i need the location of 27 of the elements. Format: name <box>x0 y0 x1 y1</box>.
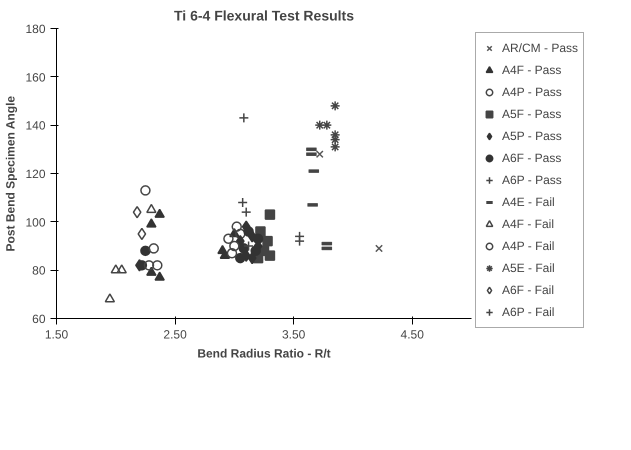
x-tick-label: 1.50 <box>44 328 69 342</box>
y-tick-label: 120 <box>25 167 46 181</box>
y-tick-label: 180 <box>25 22 46 36</box>
legend-label: A6P - Pass <box>502 173 562 187</box>
legend-label: A5P - Pass <box>502 129 562 143</box>
legend-label: A5E - Fail <box>502 261 555 275</box>
y-tick-label: 100 <box>25 215 46 230</box>
y-tick-label: 160 <box>25 70 46 84</box>
legend-label: A5F - Pass <box>502 107 562 121</box>
chart-title: Ti 6-4 Flexural Test Results <box>174 8 354 24</box>
y-axis-title: Post Bend Specimen Angle <box>3 96 18 252</box>
legend-label: A6P - Fail <box>502 305 554 319</box>
x-tick-label: 3.50 <box>282 328 306 342</box>
legend-label: A4P - Pass <box>502 85 562 99</box>
legend-label: A4E - Fail <box>502 195 555 209</box>
y-tick-label: 80 <box>32 264 46 278</box>
y-tick-label: 140 <box>25 118 46 133</box>
legend-label: A6F - Pass <box>502 151 562 165</box>
legend-label: A6F - Fail <box>502 283 554 297</box>
y-tick-label: 60 <box>32 312 46 326</box>
legend-label: A4F - Fail <box>502 217 554 231</box>
x-tick-label: 2.50 <box>163 328 188 342</box>
legend-label: A4P - Fail <box>502 239 554 253</box>
legend-label: AR/CM - Pass <box>502 41 578 55</box>
legend-label: A4F - Pass <box>502 63 562 77</box>
x-tick-label: 4.50 <box>400 328 424 342</box>
x-axis-title: Bend Radius Ratio - R/t <box>197 346 331 360</box>
